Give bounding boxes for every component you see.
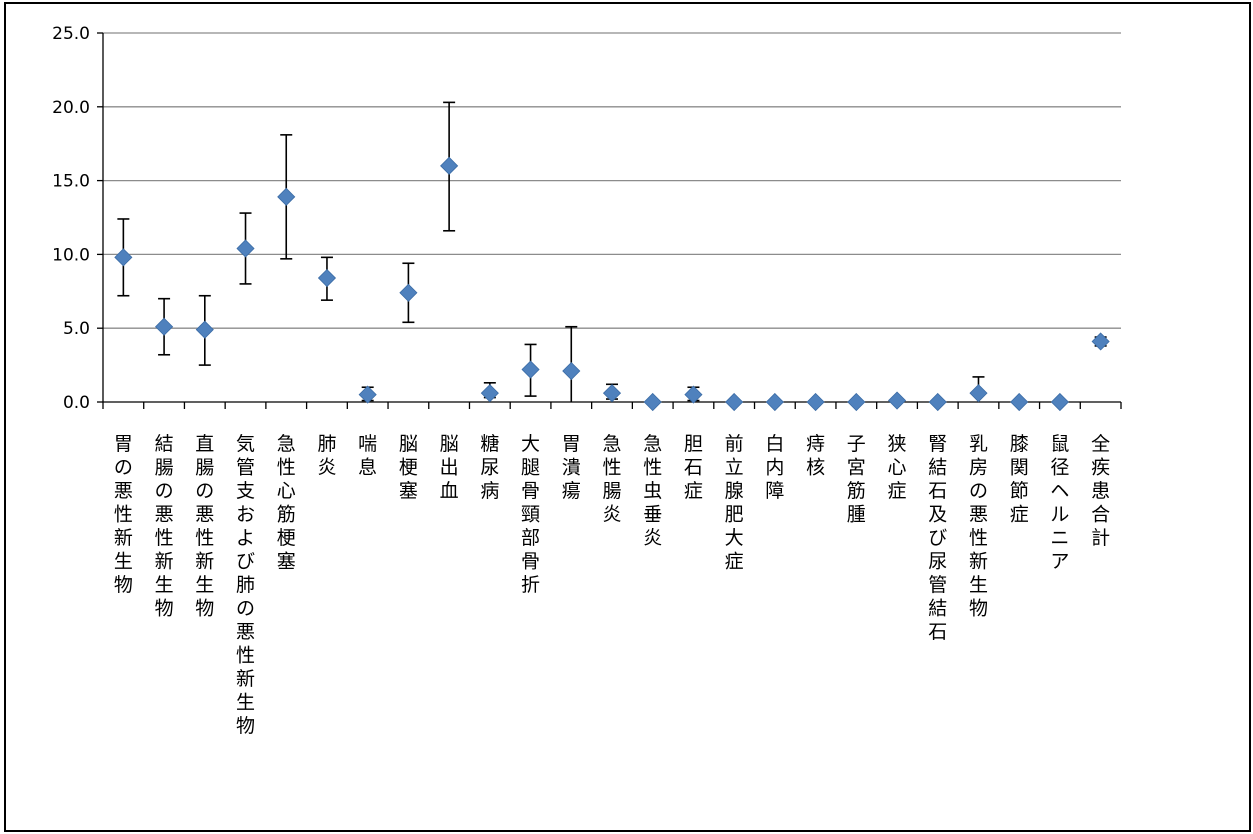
x-category-label: 大腿骨頸部骨折 (521, 433, 540, 596)
x-category-label: 脳出血 (440, 433, 459, 502)
data-point (725, 392, 744, 412)
axes (97, 32, 1122, 409)
data-point (114, 248, 133, 267)
data-point (969, 384, 988, 403)
y-tick-labels: 25.0 20.0 15.0 10.0 5.0 0.0 (52, 24, 90, 413)
data-point (928, 392, 947, 412)
x-category-label: 糖尿病 (480, 433, 499, 502)
x-category-label: 急性虫垂炎 (643, 433, 662, 549)
x-category-label: 腎結石及び尿管結石 (928, 433, 947, 643)
data-point (521, 360, 540, 379)
x-category-label: 結腸の悪性新生物 (155, 433, 174, 620)
x-category-label: 胆石症 (684, 433, 703, 502)
x-category-label: 白内障 (765, 433, 784, 502)
data-point (1050, 392, 1069, 412)
x-category-label: 急性心筋梗塞 (277, 433, 296, 573)
x-category-label: 鼠径ヘルニア (1050, 433, 1069, 573)
y-tick-label: 15.0 (52, 172, 90, 192)
y-tick-label: 20.0 (52, 98, 90, 118)
chart-frame: 25.0 20.0 15.0 10.0 5.0 0.0 胃の悪性新生物 結腸の悪性新生物 直腸… (4, 2, 1251, 832)
x-category-label: 痔核 (806, 433, 825, 479)
data-point (155, 317, 174, 336)
data-point (399, 283, 418, 302)
x-category-label: 気管支および肺の悪性新生物 (236, 433, 255, 737)
data-point (887, 391, 907, 410)
x-category-label: 膝関節症 (1010, 433, 1029, 526)
data-point (602, 384, 622, 403)
x-category-labels: 胃の悪性新生物 結腸の悪性新生物 直腸の悪性新生物 気管支および肺の悪性新生物 急性心筋… (114, 433, 1110, 737)
x-category-label: 全疾患合計 (1091, 433, 1110, 549)
data-point (684, 385, 703, 404)
y-tick-label: 10.0 (52, 245, 90, 265)
data-point (643, 392, 662, 412)
data-point (236, 239, 255, 258)
data-point (480, 384, 499, 403)
data-point (317, 268, 337, 288)
data-point (440, 156, 459, 175)
x-category-label: 胃潰瘍 (562, 433, 581, 502)
data-point (358, 385, 377, 404)
x-category-label: 急性腸炎 (602, 433, 621, 526)
grid-lines (103, 32, 1121, 329)
data-markers (114, 156, 1110, 412)
x-category-label: 直腸の悪性新生物 (195, 433, 214, 620)
data-point (1091, 332, 1110, 351)
x-category-label: 狭心症 (888, 433, 907, 502)
y-tick-label: 25.0 (52, 24, 90, 44)
data-point (562, 361, 581, 381)
x-category-label: 前立腺肥大症 (725, 433, 744, 573)
x-category-label: 子宮筋腫 (847, 433, 866, 526)
scatter-chart: 25.0 20.0 15.0 10.0 5.0 0.0 胃の悪性新生物 結腸の悪性新生物 直腸… (52, 24, 1122, 737)
x-category-label: 胃の悪性新生物 (114, 433, 133, 596)
y-tick-label: 0.0 (63, 393, 90, 413)
data-point (1010, 392, 1029, 412)
data-point (277, 187, 296, 206)
x-category-label: 乳房の悪性新生物 (969, 433, 988, 620)
data-point (765, 392, 784, 412)
error-bars (117, 101, 1107, 402)
x-category-label: 脳梗塞 (399, 433, 418, 502)
x-category-label: 肺炎 (317, 433, 336, 479)
x-category-label: 喘息 (358, 433, 377, 479)
data-point (847, 392, 866, 412)
y-tick-label: 5.0 (63, 319, 90, 339)
data-point (806, 392, 825, 412)
data-point (195, 320, 214, 339)
